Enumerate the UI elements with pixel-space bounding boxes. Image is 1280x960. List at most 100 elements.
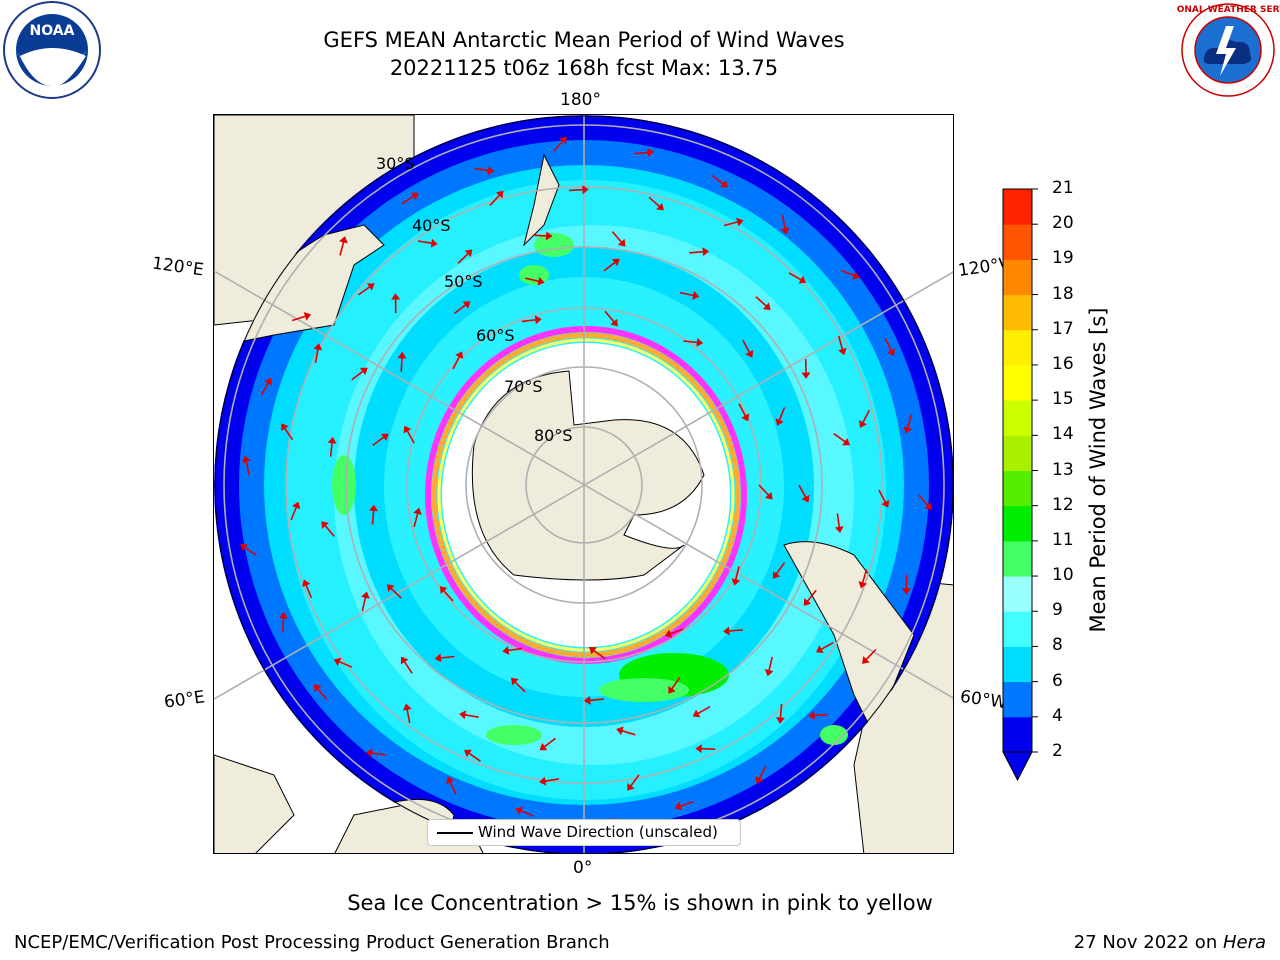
wave-arrow-shaft: [906, 414, 913, 429]
wave-arrow-shaft: [406, 709, 411, 724]
wave-arrow-shaft: [507, 647, 523, 652]
wave-arrow-shaft: [371, 752, 386, 756]
wave-arrow-head: [434, 653, 442, 663]
wave-arrow-head: [723, 626, 730, 636]
colorbar-under-extension: [1002, 751, 1033, 782]
wave-arrow-shaft: [283, 427, 294, 441]
wave-arrow-shaft: [711, 174, 724, 185]
wave-arrow-head: [430, 238, 438, 248]
colorbar-bin: [1003, 364, 1032, 401]
wave-arrow-shaft: [738, 403, 747, 417]
wave-arrow-head: [780, 227, 790, 235]
colorbar-tick-label: 13: [1052, 459, 1074, 480]
wave-arrow-head: [279, 611, 288, 619]
wave-arrow-head: [745, 350, 754, 358]
wave-arrow-shaft: [553, 140, 564, 152]
wave-arrow-head: [487, 166, 495, 175]
colorbar-tick-label: 19: [1052, 248, 1074, 269]
date-text: 27 Nov 2022 on: [1073, 932, 1223, 953]
colorbar-tick-label: 9: [1052, 600, 1063, 621]
wave-arrow-head: [366, 283, 375, 291]
lat-label-60s: 60°S: [476, 326, 515, 345]
wave-arrow-head: [400, 656, 409, 665]
wave-arrow-head: [302, 579, 311, 588]
wave-arrow-shaft: [634, 151, 649, 155]
wave-arrow-head: [313, 343, 323, 351]
polar-map: 30°S 40°S 50°S 60°S 70°S 80°S: [214, 115, 953, 853]
colorbar-bin: [1003, 329, 1032, 366]
colorbar-bin: [1003, 611, 1032, 647]
wave-arrow-head: [333, 657, 342, 666]
wave-arrow-shaft: [543, 737, 557, 748]
wave-arrow-head: [539, 776, 547, 786]
wave-arrow-shaft: [728, 629, 743, 632]
colorbar-bin: [1003, 576, 1032, 612]
wave-arrow-head: [656, 202, 664, 211]
chart-title: GEFS MEAN Antarctic Mean Period of Wind …: [323, 28, 845, 52]
wave-arrow-head: [446, 776, 455, 785]
colorbar-tick-label: 20: [1052, 213, 1074, 234]
wave-arrow-shaft: [489, 194, 501, 206]
wave-arrow-shaft: [798, 484, 807, 498]
wave-arrow-head: [502, 646, 510, 655]
wave-arrow-shaft: [781, 214, 786, 230]
wave-arrow-head: [616, 726, 624, 736]
wave-arrow-head: [380, 433, 389, 441]
wave-arrow-shaft: [260, 382, 269, 396]
colorbar-tick-label: 12: [1052, 494, 1074, 515]
wave-arrow-head: [537, 276, 545, 286]
colorbar-bin: [1003, 646, 1032, 683]
wave-arrow-head: [510, 677, 519, 686]
wave-arrow-shaft: [371, 510, 375, 525]
colorbar-bin: [1003, 294, 1032, 331]
wave-arrow-head: [924, 502, 932, 510]
wave-arrow-shaft: [245, 461, 250, 476]
wave-arrow-shaft: [520, 809, 535, 817]
wave-arrow-shaft: [282, 617, 285, 632]
wave-arrow-shaft: [778, 407, 786, 421]
legend-line-swatch: [437, 832, 473, 834]
wave-arrow-head: [664, 629, 673, 638]
wave-arrow-head: [359, 367, 368, 376]
lon-label-0: 0°: [573, 858, 593, 878]
wave-arrow-head: [731, 578, 741, 586]
wave-arrow-head: [495, 190, 504, 199]
map-panel: 30°S 40°S 50°S 60°S 70°S 80°S: [213, 114, 954, 854]
wave-arrow-head: [617, 238, 626, 247]
wave-arrow-head: [692, 709, 701, 718]
colorbar-bin: [1003, 189, 1032, 225]
wave-arrow-head: [327, 436, 337, 444]
wave-arrow-head: [696, 337, 704, 347]
wave-arrow-shaft: [544, 778, 559, 782]
map-legend: Wind Wave Direction (unscaled): [427, 819, 741, 846]
wave-arrow-head: [816, 645, 824, 654]
wave-arrow-shaft: [449, 781, 457, 795]
wave-arrow-shaft: [679, 291, 694, 297]
wave-arrow-head: [736, 217, 744, 227]
wave-arrow-shaft: [244, 546, 257, 557]
wave-arrow-head: [862, 656, 870, 664]
wave-arrow-head: [720, 180, 729, 188]
wave-arrow-head: [464, 249, 473, 258]
wave-arrow-shaft: [361, 597, 367, 612]
wave-arrow-shaft: [338, 660, 353, 668]
wave-arrow-shaft: [440, 655, 455, 659]
wave-arrow-head: [391, 293, 401, 300]
wave-arrow-shaft: [603, 261, 616, 272]
wave-arrow-shaft: [779, 703, 783, 719]
wave-arrow-head: [361, 591, 370, 599]
wave-arrow-shaft: [290, 506, 298, 521]
wave-arrow-shaft: [372, 436, 385, 447]
lat-label-40s: 40°S: [412, 216, 451, 235]
wave-arrow-head: [321, 521, 329, 529]
wave-arrow-shaft: [689, 250, 704, 254]
wave-arrow-head: [386, 584, 395, 592]
wave-arrow-head: [627, 783, 635, 791]
wave-arrow-shaft: [671, 677, 681, 690]
wave-arrow-shaft: [611, 231, 623, 243]
wave-arrow-head: [611, 258, 620, 267]
national-weather-service-logo: NATIONAL WEATHER SERVICE: [1176, 3, 1280, 97]
wave-arrow-head: [755, 775, 764, 784]
wave-arrow-shaft: [413, 513, 419, 528]
wave-arrow-shaft: [314, 348, 319, 363]
